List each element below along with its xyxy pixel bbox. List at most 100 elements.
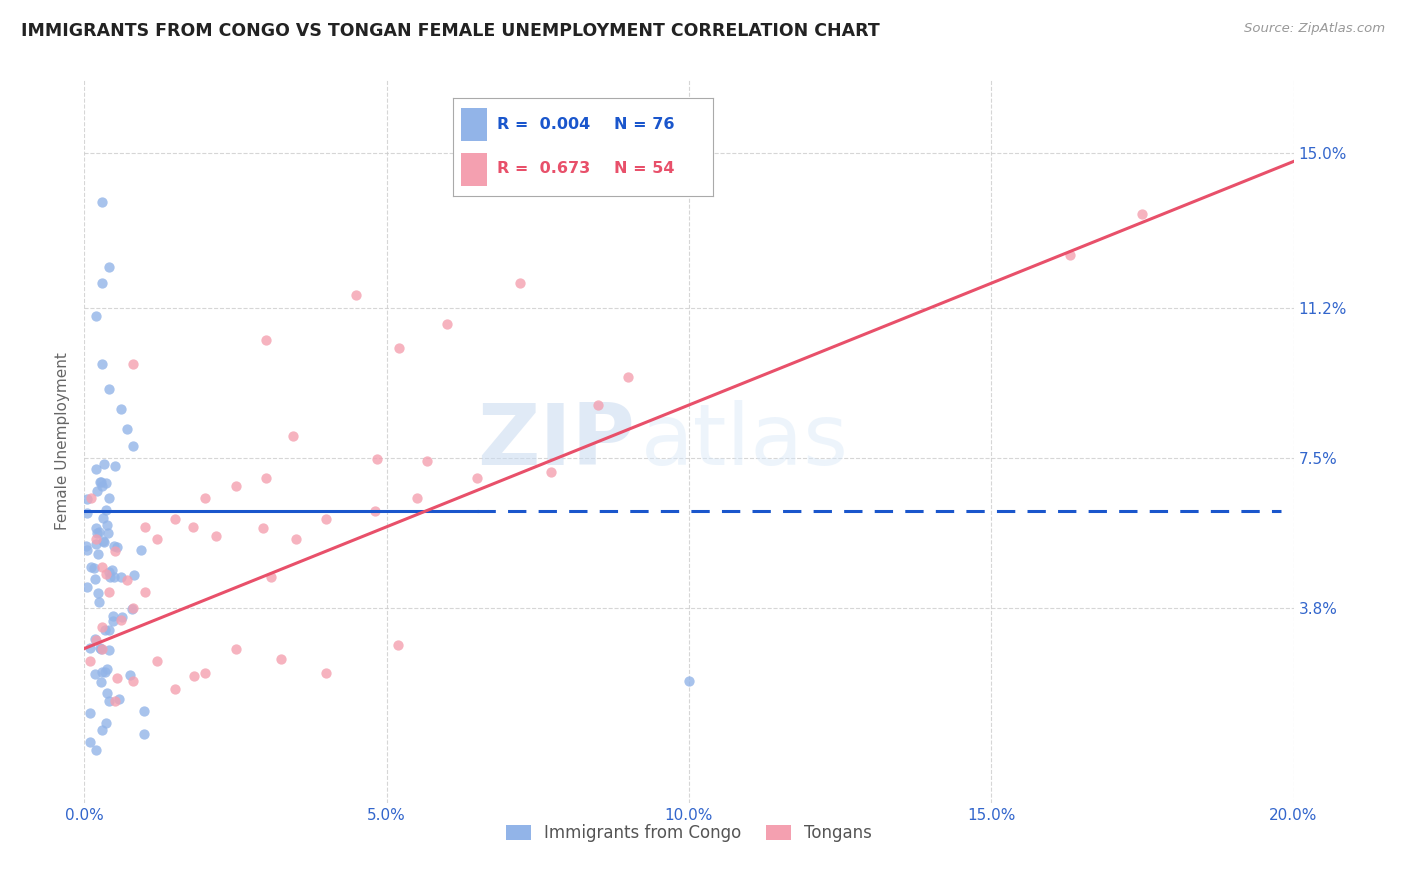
Point [120,668,142,682]
Point [146,532,169,546]
Point [129,543,152,558]
Point [252,520,274,534]
Point [91,534,114,549]
Point [194,665,217,680]
Point [617,369,640,384]
Point [79,641,101,656]
Point [98,570,121,584]
Point [94,623,117,637]
Point [91,665,114,680]
Point [87,586,110,600]
Point [94,716,117,731]
Point [93,535,115,549]
Point [96,475,118,490]
Point [86,743,108,757]
Point [86,526,108,541]
Point [110,609,132,624]
Legend: Immigrants from Congo, Tongans: Immigrants from Congo, Tongans [499,817,879,848]
Point [83,561,105,575]
Point [96,686,118,700]
Point [79,654,101,668]
Point [101,563,124,577]
Point [105,540,128,554]
Point [315,665,337,680]
Point [86,532,108,546]
Point [86,309,108,323]
Point [97,260,120,274]
Point [124,568,146,582]
Point [84,536,107,550]
Point [678,673,700,688]
Point [103,539,125,553]
Point [76,506,98,520]
Point [225,479,247,493]
Text: atlas: atlas [641,400,849,483]
Point [94,665,117,679]
Point [281,429,304,443]
Point [79,735,101,749]
Point [110,570,132,584]
Point [98,566,121,580]
Point [86,484,108,499]
Point [84,521,107,535]
Point [121,601,143,615]
Point [260,570,283,584]
Point [104,694,127,708]
Point [388,341,411,355]
Point [90,674,112,689]
Text: ZIP: ZIP [477,400,634,483]
Point [96,518,118,533]
Point [90,641,112,656]
Point [104,458,127,473]
Point [387,638,409,652]
Point [121,673,143,688]
Point [94,503,117,517]
Point [98,623,121,637]
Point [194,491,217,506]
Point [1130,207,1153,221]
Point [91,510,114,524]
Point [89,475,111,489]
Point [588,398,610,412]
Point [91,358,114,372]
Point [90,620,112,634]
Point [103,609,125,624]
Text: Source: ZipAtlas.com: Source: ZipAtlas.com [1244,22,1385,36]
Point [110,402,132,417]
Point [97,694,120,708]
Point [97,526,120,541]
Point [105,671,128,685]
Point [91,723,114,737]
Point [96,662,118,676]
Point [97,491,120,506]
Point [509,277,531,291]
Point [83,632,105,646]
Point [79,560,101,574]
Point [285,532,308,546]
Point [110,613,132,627]
Point [93,458,115,472]
Point [363,503,385,517]
Point [346,288,368,302]
Point [91,195,114,210]
Point [254,471,277,485]
Point [79,706,101,721]
Point [254,333,277,347]
Point [132,704,155,718]
Point [90,475,112,489]
Point [115,422,138,436]
Point [467,471,489,485]
Point [87,547,110,561]
Point [183,669,205,683]
Point [134,727,156,741]
Point [75,540,97,554]
Y-axis label: Female Unemployment: Female Unemployment [55,352,70,531]
Point [98,643,121,657]
Point [86,633,108,648]
Point [87,595,110,609]
Point [91,560,114,574]
Point [89,640,111,655]
Point [91,277,114,291]
Point [103,570,125,584]
Point [225,641,247,656]
